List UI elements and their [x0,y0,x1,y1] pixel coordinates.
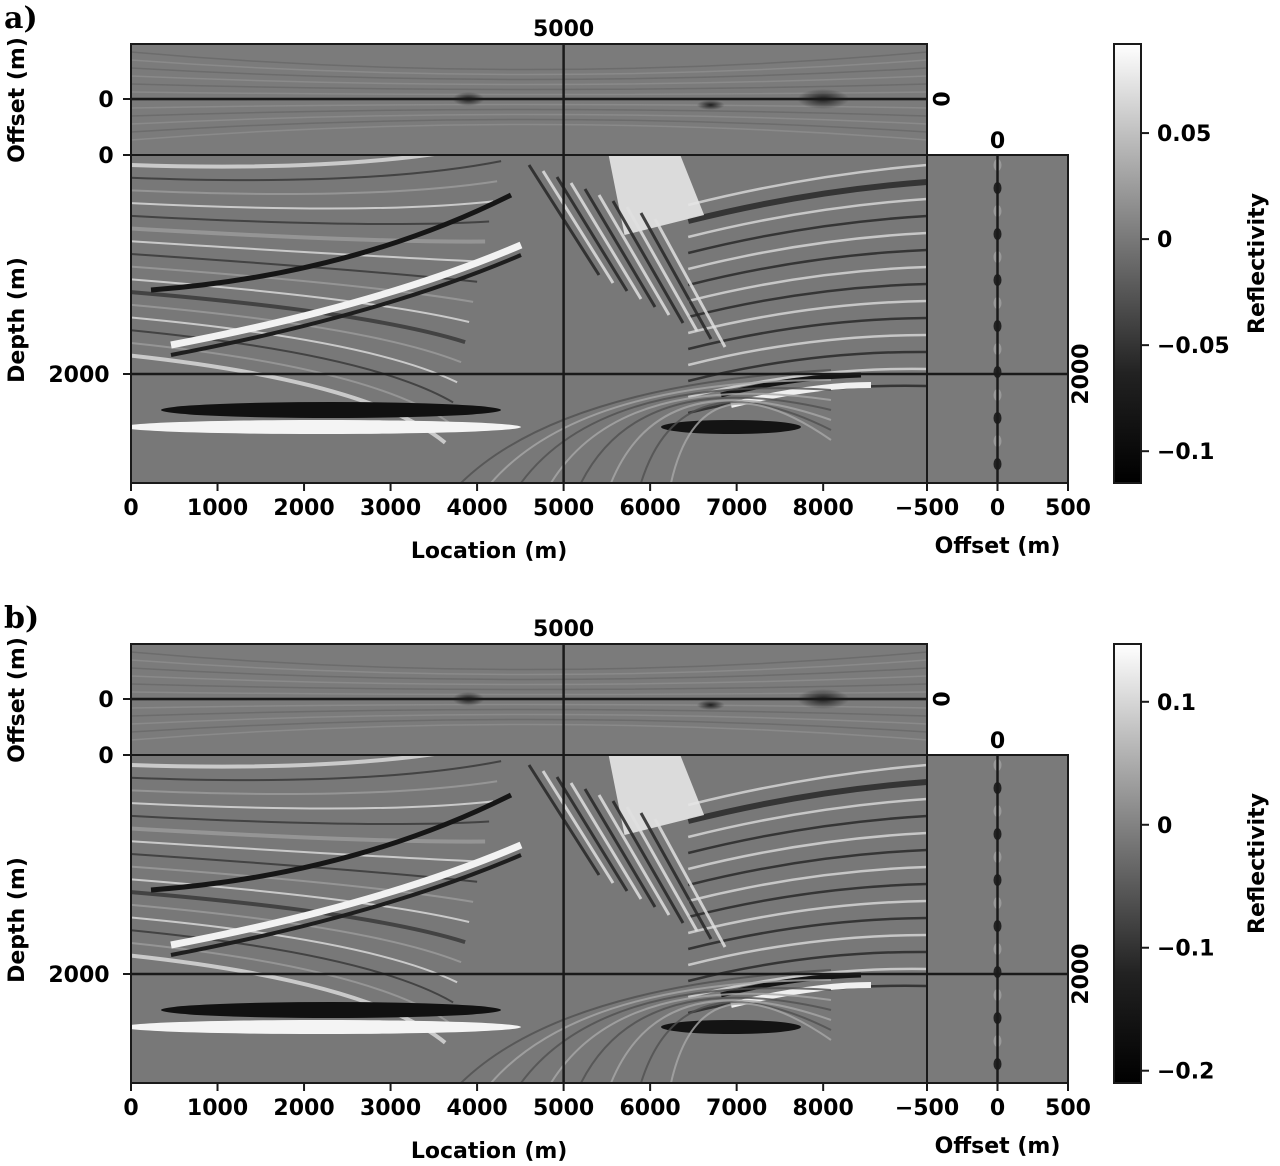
location-tick-label: 3000 [360,496,421,521]
offset-axis-title: Offset (m) [5,637,30,763]
location-tick-label: 7000 [706,1096,767,1121]
colorbar-tick-label: 0 [1157,814,1172,839]
location-tick-label: 5000 [533,1096,594,1121]
location-tick-label: 1000 [187,496,248,521]
colorbar-tick-label: 0 [1157,228,1172,253]
colorbar-tick-label: −0.2 [1157,1060,1214,1085]
location-tick-label: 8000 [793,1096,854,1121]
location-tick-label: 1000 [187,1096,248,1121]
colorbar [1113,43,1142,484]
location-axis-title: Location (m) [411,539,568,564]
gather-tick-label: 0 [990,496,1005,521]
colorbar-tick-label: −0.1 [1157,937,1214,962]
location-tick-label: 3000 [360,1096,421,1121]
colorbar-tick-label: −0.05 [1157,334,1230,359]
depth-tick-label: 2000 [48,963,109,988]
crosshair-location-label: 5000 [533,17,594,42]
crosshair-offset-label: 0 [927,691,952,706]
gather-tick-label: 500 [1045,1096,1091,1121]
crosshair-depth-label: 2000 [1069,343,1094,404]
location-tick-label: 4000 [446,496,507,521]
location-tick-label: 8000 [793,496,854,521]
reflectivity-image [131,755,927,1083]
location-tick-label: 0 [123,1096,138,1121]
gather-tick-label: −500 [895,1096,959,1121]
offset-tick-label: 0 [98,88,113,113]
colorbar-title: Reflectivity [1245,793,1270,934]
colorbar-tick-label: −0.1 [1157,440,1214,465]
panel-label: a) [4,1,38,36]
gather-axis-title: Offset (m) [935,534,1061,559]
colorbar [1113,643,1142,1084]
crosshair-depth-label: 2000 [1069,943,1094,1004]
location-tick-label: 2000 [273,1096,334,1121]
gather-tick-label: −500 [895,496,959,521]
offset-tick-label: 0 [98,144,113,169]
offset-tick-label: 0 [98,688,113,713]
location-tick-label: 6000 [620,496,681,521]
gather-tick-label: 500 [1045,496,1091,521]
colorbar-tick-label: 0.05 [1157,122,1211,147]
location-tick-label: 4000 [446,1096,507,1121]
reflectivity-image [131,155,927,483]
depth-axis-title: Depth (m) [5,257,30,383]
crosshair-location-label: 5000 [533,617,594,642]
offset-tick-label: 0 [98,744,113,769]
location-tick-label: 7000 [706,496,767,521]
location-tick-label: 5000 [533,496,594,521]
offset-axis-title: Offset (m) [5,37,30,163]
gather-axis-title: Offset (m) [935,1134,1061,1159]
depth-axis-title: Depth (m) [5,857,30,983]
depth-tick-label: 2000 [48,363,109,388]
location-tick-label: 6000 [620,1096,681,1121]
location-tick-label: 2000 [273,496,334,521]
location-tick-label: 0 [123,496,138,521]
crosshair-gather-offset-label: 0 [990,129,1005,154]
colorbar-tick-label: 0.1 [1157,691,1196,716]
crosshair-offset-label: 0 [927,91,952,106]
gather-tick-label: 0 [990,1096,1005,1121]
colorbar-title: Reflectivity [1245,193,1270,334]
location-axis-title: Location (m) [411,1139,568,1164]
panel-label: b) [4,601,39,636]
crosshair-gather-offset-label: 0 [990,729,1005,754]
